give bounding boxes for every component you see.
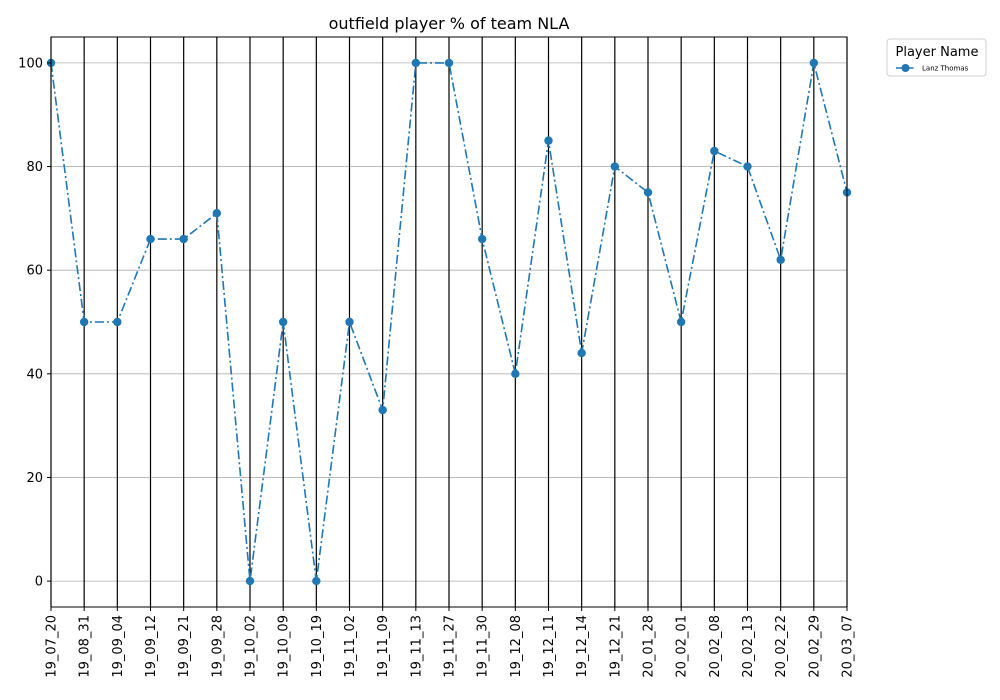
- x-tick-label: 19_11_02: [343, 615, 358, 678]
- y-tick-label: 20: [26, 471, 43, 486]
- chart-title: outfield player % of team NLA: [329, 14, 570, 33]
- x-tick-label: 19_10_09: [277, 615, 292, 678]
- data-point: [79, 317, 89, 327]
- legend-box: [886, 38, 987, 77]
- data-point: [610, 162, 620, 171]
- x-tick-label: 19_09_21: [177, 615, 192, 678]
- legend-title: Player Name: [896, 45, 979, 60]
- x-tick-label: 20_02_29: [807, 615, 822, 678]
- data-point: [113, 317, 122, 327]
- x-tick-label: 19_10_19: [310, 615, 325, 678]
- x-tick-label: 19_07_20: [45, 615, 60, 678]
- x-tick-label: 20_02_22: [774, 615, 789, 678]
- data-point: [312, 576, 321, 586]
- x-tick-label: 19_11_13: [409, 615, 424, 678]
- y-axis: 0 20 40 60 80 100: [18, 56, 51, 590]
- legend-marker: [901, 64, 910, 72]
- data-point: [212, 208, 222, 218]
- x-tick-label: 20_02_08: [708, 615, 723, 678]
- data-point: [776, 255, 785, 265]
- data-point: [411, 58, 421, 68]
- data-point: [146, 234, 155, 244]
- x-tick-label: 20_01_28: [642, 615, 657, 678]
- data-point: [743, 162, 752, 171]
- data-point: [345, 317, 354, 327]
- data-point: [477, 234, 487, 244]
- x-tick-label: 19_11_09: [376, 615, 391, 678]
- legend: Player Name Lanz Thomas: [886, 38, 987, 77]
- x-tick-label: 20_03_07: [841, 615, 856, 678]
- data-point: [809, 58, 819, 68]
- data-point: [577, 348, 586, 358]
- data-point: [378, 405, 387, 415]
- y-tick-label: 0: [35, 575, 43, 590]
- x-tick-label: 19_09_12: [144, 615, 159, 678]
- data-point: [676, 317, 686, 327]
- x-tick-label: 19_12_14: [575, 615, 590, 678]
- x-tick-label: 19_12_21: [608, 615, 623, 678]
- vertical-lines: [50, 37, 848, 607]
- data-point: [544, 136, 553, 145]
- data-point: [643, 188, 653, 197]
- x-axis: 19_07_20 19_08_31 19_09_04 19_09_12 19_09_21…: [45, 607, 856, 678]
- data-point: [179, 234, 188, 244]
- x-tick-label: 20_02_13: [741, 615, 756, 678]
- x-tick-label: 19_11_30: [476, 615, 491, 678]
- x-tick-label: 19_09_28: [210, 615, 225, 678]
- x-tick-label: 19_09_04: [111, 615, 126, 678]
- series-layer: [46, 58, 852, 586]
- y-tick-label: 80: [26, 160, 43, 175]
- x-tick-label: 20_02_01: [675, 615, 690, 678]
- y-tick-label: 60: [26, 264, 43, 279]
- y-tick-label: 100: [18, 56, 43, 71]
- legend-entry-label: Lanz Thomas: [922, 65, 969, 73]
- x-tick-label: 19_12_08: [509, 615, 524, 678]
- y-tick-label: 40: [26, 367, 43, 382]
- data-point: [511, 369, 520, 379]
- data-point: [245, 576, 255, 586]
- x-tick-label: 19_08_31: [78, 615, 93, 678]
- data-point: [444, 58, 454, 68]
- data-point: [710, 146, 719, 156]
- x-tick-label: 19_12_11: [542, 615, 557, 678]
- x-tick-label: 19_10_02: [244, 615, 259, 678]
- x-tick-label: 19_11_27: [443, 615, 458, 678]
- data-point: [278, 317, 288, 327]
